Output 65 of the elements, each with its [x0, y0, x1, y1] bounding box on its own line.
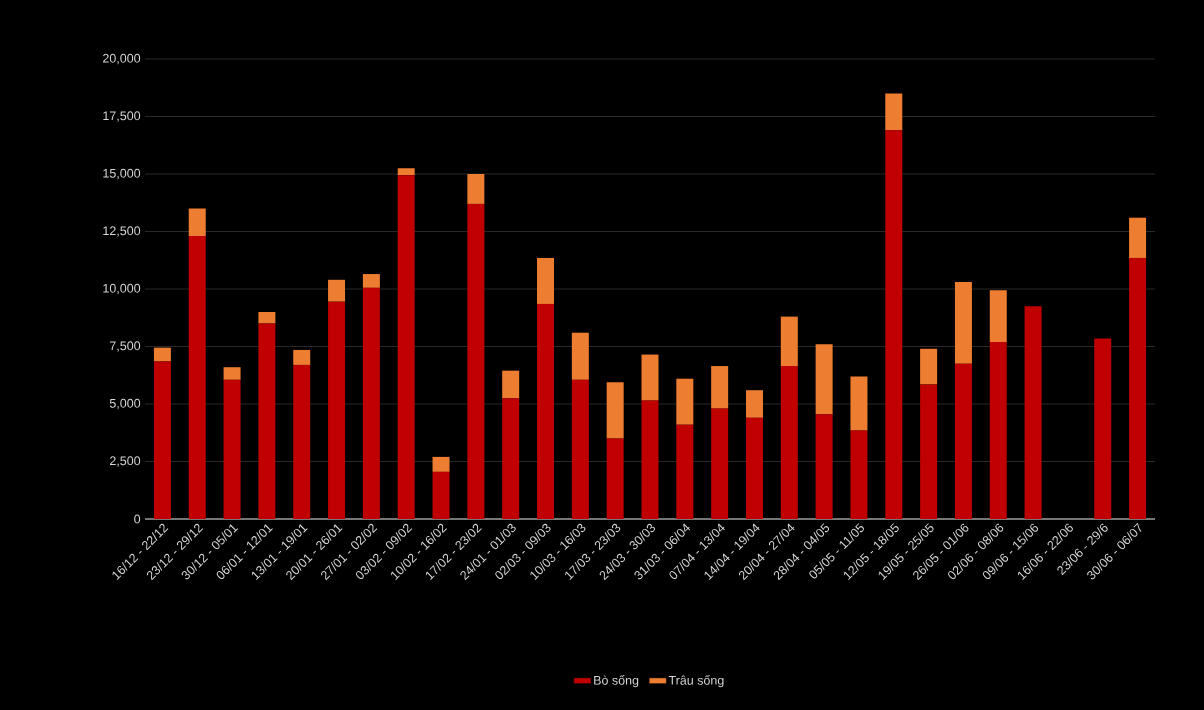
bar — [467, 203, 485, 519]
bar — [920, 348, 938, 385]
bar — [397, 168, 415, 176]
y-tick-label: 15,000 — [103, 168, 141, 180]
bar — [1024, 306, 1042, 519]
bar — [676, 424, 694, 519]
bar — [885, 130, 903, 519]
bar — [641, 354, 659, 401]
y-tick-label: 5,000 — [109, 398, 141, 410]
bar — [258, 312, 276, 324]
bar — [223, 379, 241, 519]
bar — [188, 236, 206, 519]
bar — [780, 316, 798, 367]
bar — [606, 382, 624, 439]
legend-label: Trâu sống — [668, 675, 724, 688]
bar — [885, 93, 903, 131]
bar — [711, 366, 729, 409]
bar — [188, 208, 206, 237]
bar — [711, 408, 729, 519]
bar — [571, 379, 589, 519]
bar — [362, 287, 380, 519]
bar — [328, 301, 346, 519]
bar — [502, 370, 520, 399]
y-tick-label: 10,000 — [103, 283, 141, 295]
y-tick-label: 2,500 — [109, 456, 141, 467]
bar — [954, 282, 972, 364]
bar — [362, 274, 380, 288]
bar — [537, 303, 555, 519]
bar — [606, 438, 624, 519]
bar — [920, 384, 938, 519]
bar — [1129, 217, 1147, 258]
bar — [397, 175, 415, 519]
bar — [641, 400, 659, 519]
bar — [780, 366, 798, 519]
bar — [815, 344, 833, 415]
bar — [954, 363, 972, 519]
y-tick-label: 7,500 — [110, 341, 141, 352]
bar — [432, 456, 450, 472]
bar — [571, 332, 589, 380]
bar — [258, 323, 276, 519]
bar — [293, 349, 311, 365]
bar — [989, 290, 1007, 342]
bar — [1094, 338, 1112, 519]
bar — [1129, 257, 1147, 519]
bar — [467, 174, 485, 204]
bar — [293, 364, 311, 519]
bar — [223, 367, 241, 380]
bar — [815, 414, 833, 519]
bar — [153, 361, 171, 519]
bar — [153, 347, 171, 362]
bar — [328, 279, 346, 302]
bar — [850, 376, 868, 431]
bar — [850, 430, 868, 519]
bar — [537, 257, 555, 304]
legend-label: Bò sống — [594, 675, 639, 688]
bar — [676, 378, 694, 425]
bar — [745, 390, 763, 418]
y-tick-label: 12,500 — [103, 226, 141, 237]
bar — [745, 417, 763, 519]
y-tick-label: 0 — [134, 514, 141, 524]
y-tick-label: 20,000 — [103, 53, 141, 65]
y-tick-label: 17,500 — [103, 111, 141, 122]
bar — [989, 341, 1007, 519]
bar — [502, 398, 520, 519]
bar — [432, 471, 450, 519]
